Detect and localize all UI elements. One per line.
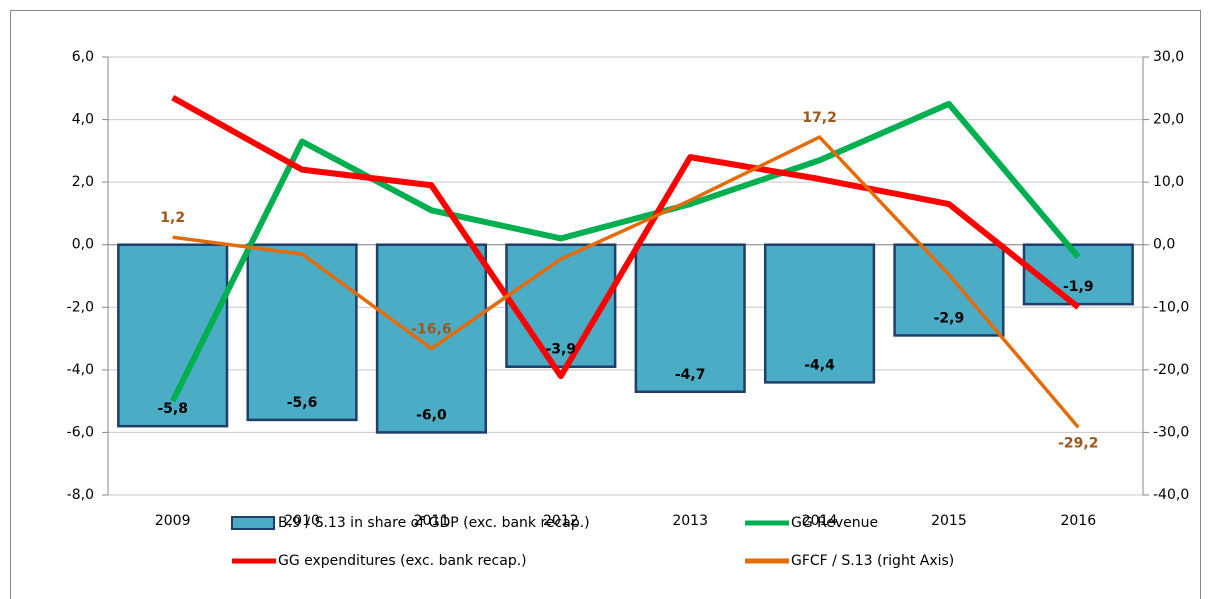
data-label: -4,7	[675, 367, 706, 383]
legend-label: GG Revenue	[791, 515, 878, 531]
y-tick-label: 2,0	[72, 174, 94, 190]
data-label: 1,2	[160, 210, 185, 226]
y-tick-label: 4,0	[72, 112, 94, 128]
data-label: -29,2	[1058, 435, 1098, 451]
data-label: 17,2	[802, 110, 837, 126]
data-label: -5,8	[157, 401, 188, 417]
y2-tick-label: -30,0	[1153, 424, 1189, 440]
legend-label: GFCF / S.13 (right Axis)	[791, 553, 954, 569]
data-label: -2,9	[934, 310, 965, 326]
data-label: -1,9	[1063, 279, 1094, 295]
data-label: -3,9	[546, 342, 577, 358]
legend-swatch	[231, 516, 275, 530]
y-tick-label: -2,0	[67, 299, 94, 315]
y-tick-label: 6,0	[72, 49, 94, 65]
y-tick-label: -4,0	[67, 362, 94, 378]
bar	[634, 243, 746, 394]
legend-label: GG expenditures (exc. bank recap.)	[278, 553, 527, 569]
data-label: -6,0	[416, 407, 447, 423]
x-tick-label: 2015	[931, 513, 967, 529]
bar	[893, 243, 1005, 337]
y2-tick-label: 10,0	[1153, 174, 1184, 190]
y-tick-label: 0,0	[72, 237, 94, 253]
y2-tick-label: -10,0	[1153, 299, 1189, 315]
data-label: -16,6	[411, 322, 451, 338]
data-label: -4,4	[804, 357, 835, 373]
x-tick-label: 2013	[672, 513, 708, 529]
bar	[246, 243, 358, 422]
data-label: -5,6	[287, 395, 318, 411]
x-tick-label: 2016	[1060, 513, 1096, 529]
y2-tick-label: 30,0	[1153, 49, 1184, 65]
x-tick-label: 2014	[802, 513, 838, 529]
y2-tick-label: -20,0	[1153, 362, 1189, 378]
y2-tick-label: -40,0	[1153, 487, 1189, 503]
line	[171, 95, 1081, 380]
y2-tick-label: 20,0	[1153, 112, 1184, 128]
y-tick-label: -8,0	[67, 487, 94, 503]
x-tick-label: 2009	[155, 513, 191, 529]
bar	[763, 243, 876, 384]
line	[172, 135, 1080, 429]
x-tick-label: 2012	[543, 513, 579, 529]
bar	[375, 243, 488, 434]
legend-label: B.9 / S.13 in share of GDP (exc. bank re…	[278, 515, 590, 531]
bar	[505, 243, 617, 368]
x-tick-label: 2011	[414, 513, 450, 529]
x-tick-label: 2010	[284, 513, 320, 529]
y2-tick-label: 0,0	[1153, 237, 1175, 253]
line	[170, 100, 1081, 403]
y-tick-label: -6,0	[67, 424, 94, 440]
